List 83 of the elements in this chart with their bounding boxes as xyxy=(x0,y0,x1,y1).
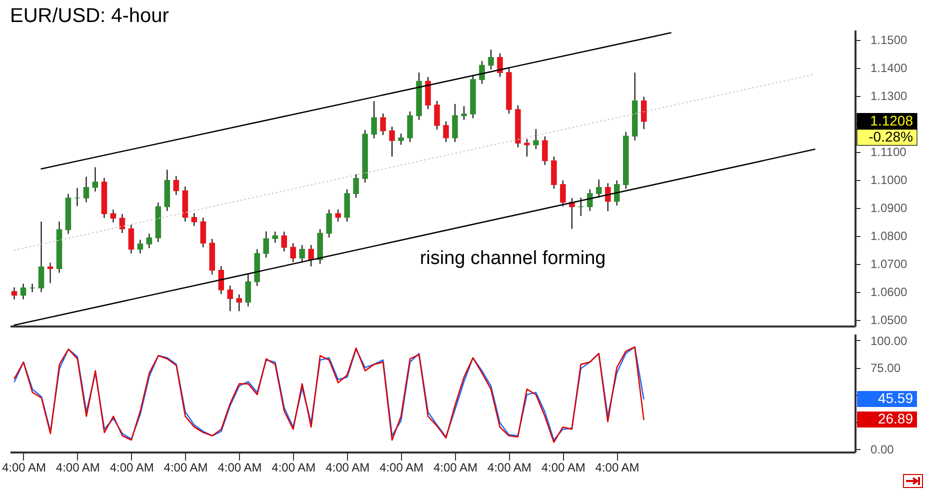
y-tick-label: 75.00 xyxy=(870,361,901,376)
text: -0.28% xyxy=(868,128,913,144)
candlestick xyxy=(299,244,305,263)
candlestick xyxy=(542,136,548,166)
x-tick-label: 4:00 AM xyxy=(380,460,424,474)
candlestick xyxy=(560,180,566,207)
candlestick xyxy=(47,262,54,284)
y-tick-label: 1.1500 xyxy=(870,33,908,48)
candlestick xyxy=(335,209,341,222)
y-tick-label: 1.0500 xyxy=(870,313,908,328)
candlestick xyxy=(200,217,206,248)
candlestick xyxy=(443,120,449,143)
x-tick-label: 4:00 AM xyxy=(164,460,208,474)
y-tick-label: 0.00 xyxy=(870,442,894,456)
candlestick xyxy=(137,239,144,254)
candlestick xyxy=(128,224,134,254)
x-tick-label: 4:00 AM xyxy=(56,460,100,474)
x-tick-label: 4:00 AM xyxy=(272,460,316,474)
x-tick-label: 4:00 AM xyxy=(218,460,262,474)
candlestick xyxy=(452,103,458,143)
candlestick xyxy=(191,212,198,227)
candlestick xyxy=(596,179,602,198)
candlestick xyxy=(344,188,350,222)
candlestick xyxy=(389,126,395,158)
candlestick xyxy=(218,266,224,295)
candlestick xyxy=(290,242,296,263)
y-tick-label: 1.1300 xyxy=(870,89,908,104)
x-tick-label: 4:00 AM xyxy=(541,460,586,474)
text: 26.89 xyxy=(878,410,914,427)
candlestick xyxy=(407,110,413,143)
candlestick xyxy=(614,180,620,206)
x-tick-label: 4:00 AM xyxy=(110,460,154,474)
candlestick xyxy=(92,166,98,192)
x-tick-label: 4:00 AM xyxy=(487,460,532,474)
candlestick xyxy=(236,294,242,312)
candlestick xyxy=(173,176,180,196)
candlestick xyxy=(353,174,359,198)
candlestick xyxy=(605,182,611,212)
annotation: rising channel forming xyxy=(420,248,606,269)
x-tick-label: 4:00 AM xyxy=(2,460,46,474)
candlestick xyxy=(640,96,647,130)
candlestick xyxy=(38,221,44,293)
candlestick xyxy=(434,100,440,130)
candlestick xyxy=(11,286,18,300)
candlestick xyxy=(425,76,431,110)
y-tick-label: 1.1000 xyxy=(870,173,908,188)
candlestick xyxy=(497,52,503,78)
candlestick xyxy=(398,133,404,146)
y-tick-label: 100.00 xyxy=(870,334,908,348)
chart-title: EUR/USD: 4-hour xyxy=(10,5,170,27)
x-tick-label: 4:00 AM xyxy=(326,460,370,474)
candlestick xyxy=(281,231,287,252)
candlestick xyxy=(479,60,485,84)
candlestick xyxy=(83,176,90,203)
y-tick-label: 1.0800 xyxy=(870,229,908,244)
x-tick-label: 4:00 AM xyxy=(595,460,640,474)
candlestick xyxy=(533,128,539,150)
candlestick xyxy=(587,188,593,212)
candlestick xyxy=(146,233,152,249)
candlestick xyxy=(272,231,278,244)
candlestick xyxy=(227,285,234,312)
y-tick-label: 1.0600 xyxy=(870,285,908,300)
candlestick xyxy=(326,209,332,238)
candlestick xyxy=(245,272,251,307)
candlestick xyxy=(380,112,386,136)
candlestick xyxy=(371,100,377,139)
candlestick xyxy=(524,138,530,158)
x-tick-label: 4:00 AM xyxy=(433,460,478,474)
text: 45.59 xyxy=(878,390,914,406)
text: 1.1208 xyxy=(870,112,914,128)
candlestick xyxy=(263,230,269,258)
y-tick-label: 1.1100 xyxy=(870,145,907,160)
candlestick xyxy=(308,244,314,267)
candlestick xyxy=(74,187,80,207)
y-tick-label: 1.1400 xyxy=(870,61,908,76)
candlestick xyxy=(578,197,584,216)
candlestick xyxy=(551,156,557,190)
candlestick xyxy=(20,283,26,300)
candlestick xyxy=(488,49,494,70)
y-tick-label: 1.0900 xyxy=(870,201,908,216)
y-tick-label: 1.0700 xyxy=(870,257,908,272)
candlestick xyxy=(110,209,116,223)
candlestick xyxy=(461,106,467,120)
